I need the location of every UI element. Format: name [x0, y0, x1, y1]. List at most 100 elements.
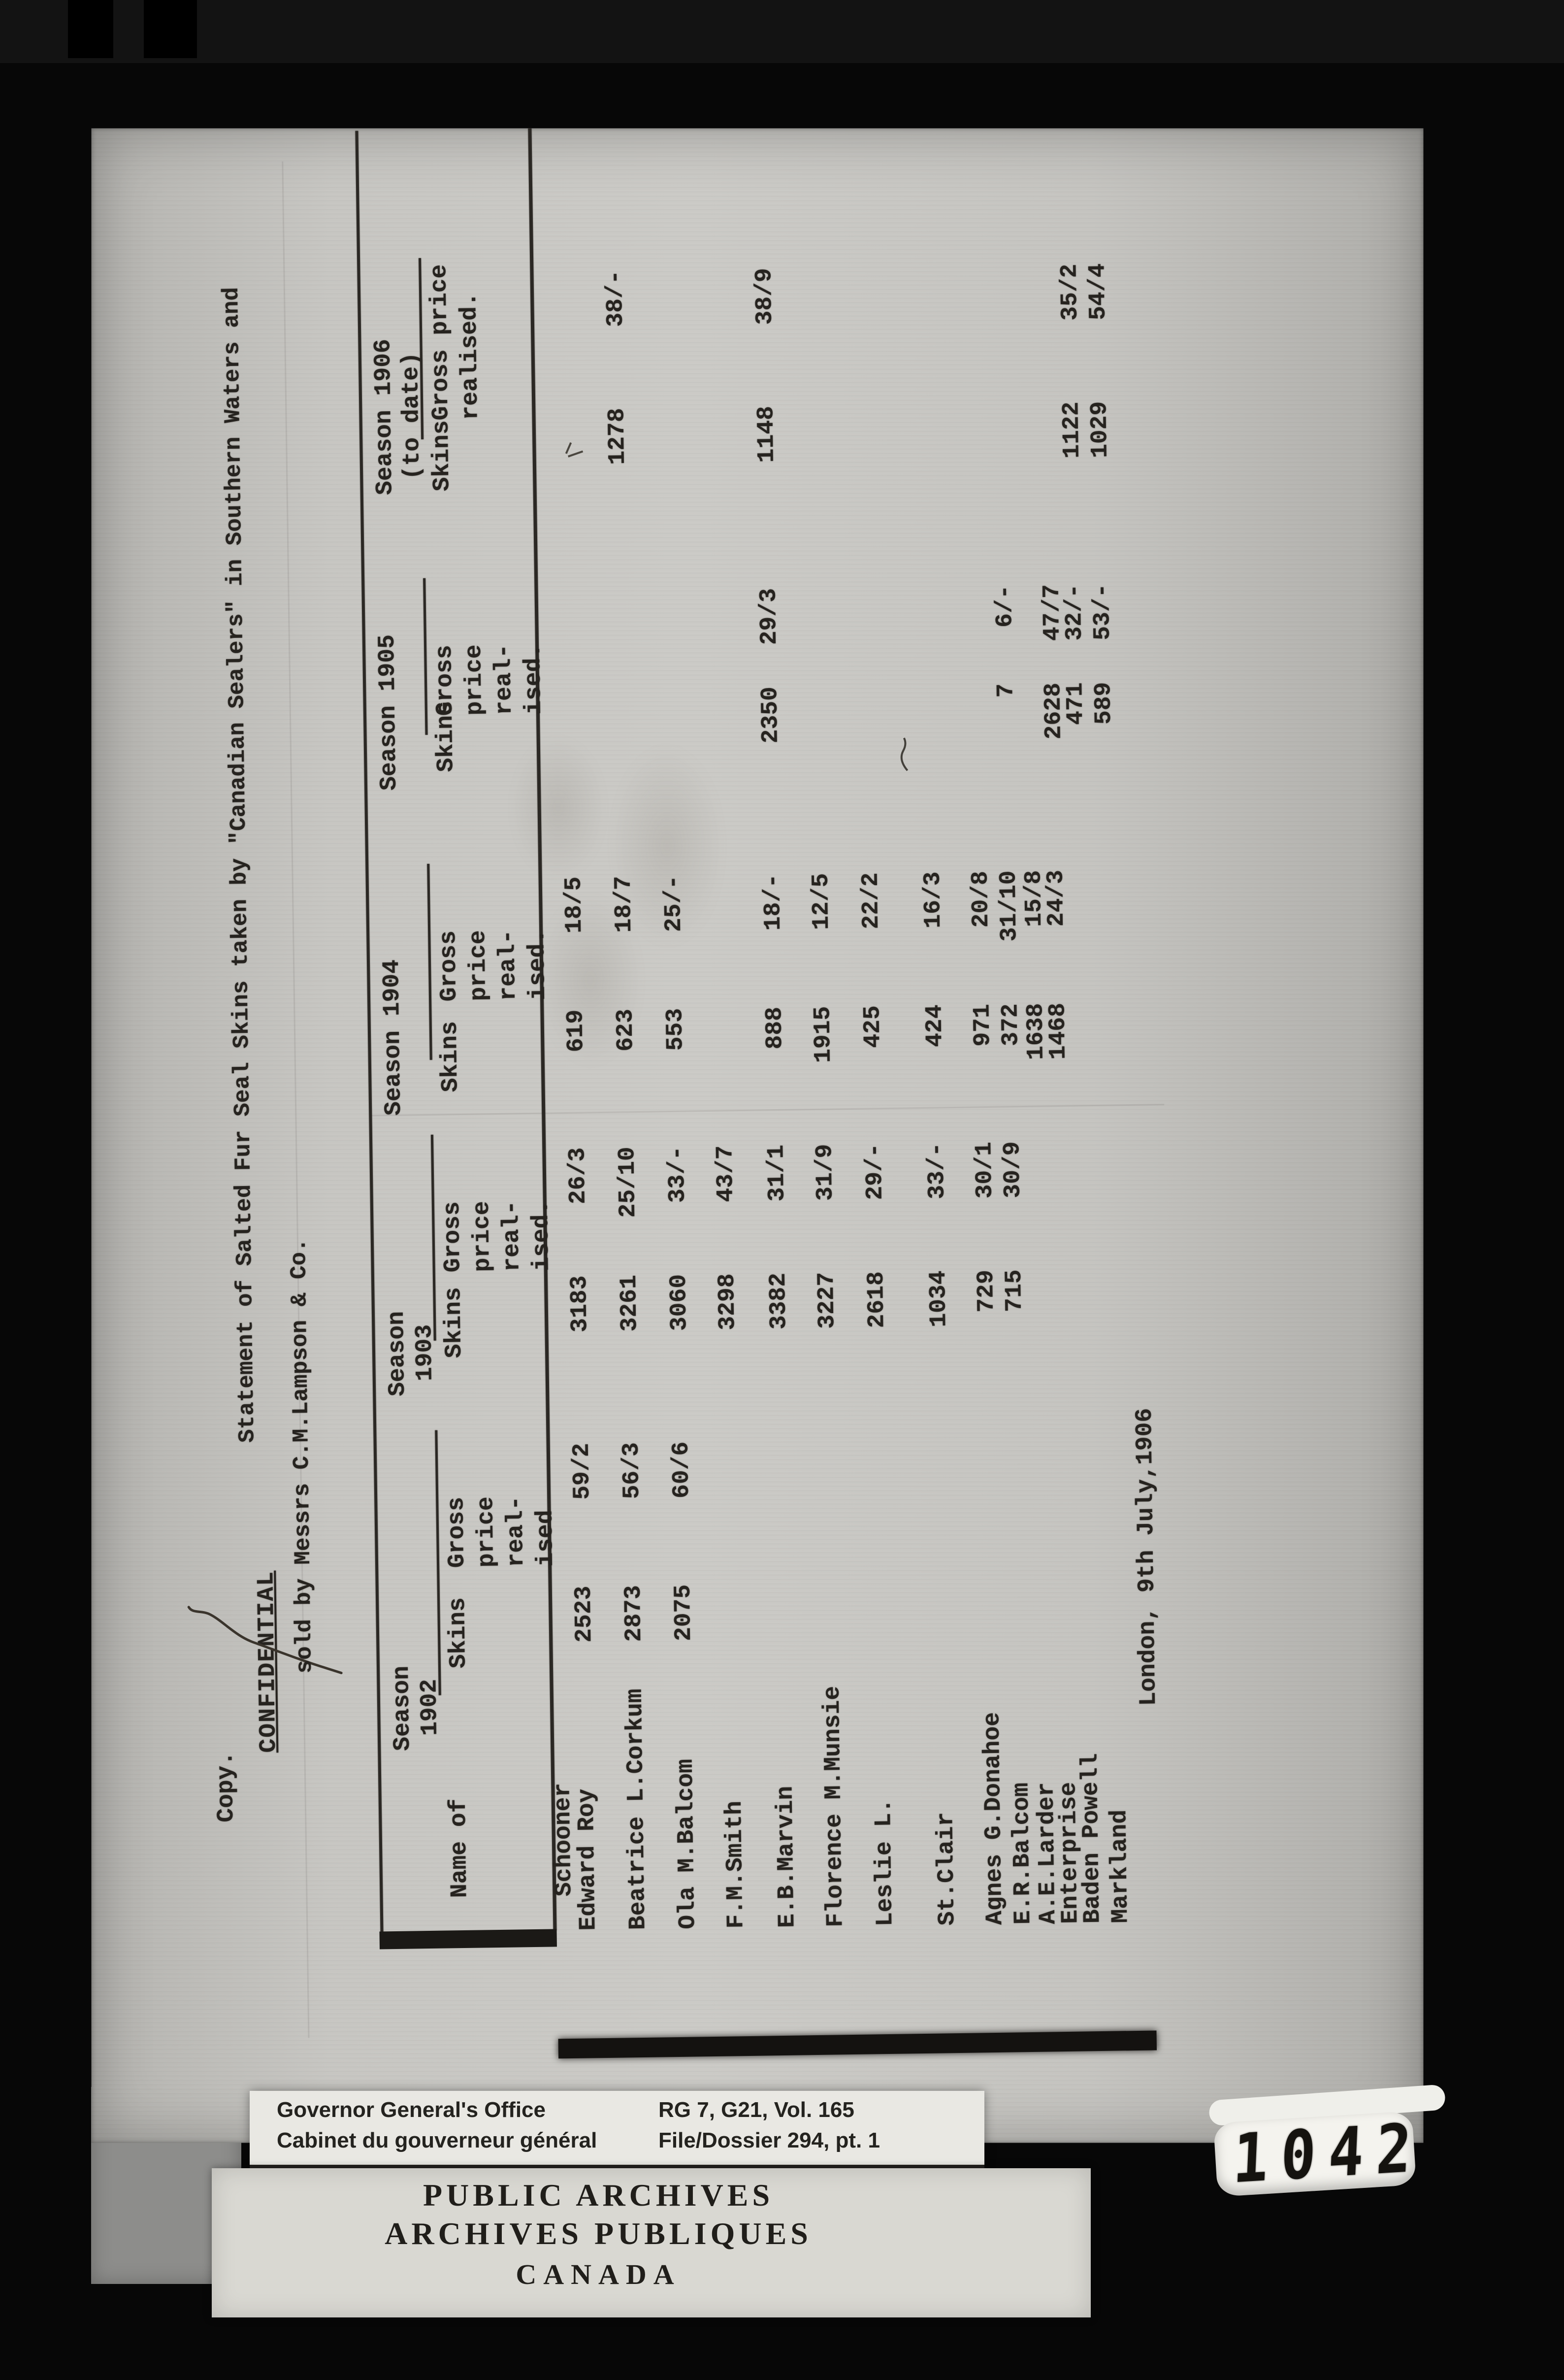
public-archives-stamp: PUBLIC ARCHIVES ARCHIVES PUBLIQUES CANAD… — [212, 2168, 1091, 2317]
gross-price-value: 20/8 — [967, 870, 995, 928]
gross-column-header: price — [461, 644, 489, 716]
gross-price-value: 38/- — [602, 270, 630, 328]
skins-value: 2075 — [670, 1584, 698, 1642]
gross-price-value: 30/9 — [999, 1141, 1027, 1198]
office-name-fr: Cabinet du gouverneur général — [277, 2128, 597, 2152]
schooner-name: Ola M.Balcom — [672, 1758, 702, 1930]
season-header-underline — [423, 578, 428, 735]
skins-value: 1468 — [1044, 1002, 1072, 1060]
skins-column-header: Skins — [440, 1287, 468, 1358]
skins-value: 1029 — [1086, 401, 1114, 459]
skins-value: 372 — [997, 1003, 1025, 1047]
season-header-label: Season 1904 — [378, 959, 408, 1116]
gross-price-value: 26/3 — [564, 1147, 592, 1205]
gross-column-header: real- — [498, 1200, 526, 1272]
season-header-label: Season 1906 — [370, 338, 399, 496]
table-left-edge-bar — [379, 1929, 557, 1950]
skins-value: 888 — [761, 1006, 789, 1050]
gross-price-value: 60/6 — [668, 1441, 696, 1499]
skins-value: 1278 — [604, 408, 631, 465]
gross-price-value: 56/3 — [618, 1442, 646, 1499]
document-title: Statement of Salted Fur Seal Skins taken… — [218, 287, 261, 1443]
film-notch — [68, 0, 113, 58]
skins-value: 619 — [562, 1009, 590, 1053]
gross-price-value: 18/7 — [610, 875, 638, 933]
season-header-label: Season — [388, 1665, 417, 1752]
schooner-name: F.M.Smith — [721, 1800, 750, 1929]
gross-price-value: 53/- — [1089, 583, 1117, 641]
gross-price-value: 18/- — [759, 873, 787, 931]
document-subtitle: sold by Messrs C.M.Lampson & Co. — [286, 1238, 318, 1674]
gross-price-value: 32/- — [1061, 584, 1089, 641]
skins-column-header: Skins — [445, 1597, 473, 1669]
season-header-underline — [435, 1430, 441, 1695]
paper-edge-shadow — [558, 2030, 1157, 2059]
skins-value: 1915 — [810, 1006, 837, 1063]
document-page: Copy. CONFIDENTIAL Statement of Salted F… — [91, 128, 1424, 2143]
gross-column-header: price — [465, 930, 493, 1001]
skins-value: 3298 — [714, 1273, 742, 1331]
schooner-name: St.Clair — [933, 1812, 961, 1926]
gross-column-header: Gross — [431, 644, 459, 716]
skins-value: 715 — [1001, 1269, 1029, 1313]
schooner-name: E.B.Marvin — [772, 1785, 801, 1928]
gross-column-header: Gross — [435, 930, 463, 1002]
gross-column-header: real- — [490, 644, 519, 716]
gross-price-value: 29/- — [861, 1143, 889, 1200]
skins-value: 553 — [662, 1008, 689, 1051]
pen-tick — [900, 737, 909, 771]
gross-column-header: Gross price — [426, 264, 455, 421]
season-header-underline — [427, 863, 432, 1060]
schooner-name: E.R.Balcom — [1008, 1782, 1037, 1925]
skins-value: 1034 — [925, 1270, 953, 1328]
skins-value: 729 — [973, 1269, 1001, 1313]
schooner-name: Leslie L. — [870, 1798, 899, 1927]
skins-value: 2523 — [570, 1586, 598, 1643]
skins-value: 1122 — [1058, 401, 1086, 459]
gross-column-header: realised. — [456, 292, 485, 420]
skins-value: 3382 — [765, 1272, 793, 1330]
skins-value: 3060 — [665, 1274, 693, 1331]
gross-price-value: 43/7 — [712, 1145, 740, 1203]
gross-price-value: 31/1 — [763, 1144, 791, 1202]
gross-column-header: Gross — [443, 1496, 471, 1568]
skins-value: 623 — [612, 1008, 640, 1052]
record-group-reference: RG 7, G21, Vol. 165 — [658, 2098, 854, 2122]
gross-price-value: 33/- — [923, 1142, 951, 1200]
gross-price-value: 22/2 — [857, 872, 885, 929]
season-header-underline — [430, 1134, 436, 1341]
schooner-name: Florence M.Munsie — [819, 1686, 849, 1927]
schooner-name: Baden Powell — [1077, 1753, 1107, 1924]
gross-column-header: ised — [532, 1510, 560, 1567]
season-header-label: Season 1905 — [374, 634, 403, 791]
gross-column-header: real- — [494, 929, 522, 1001]
film-notch — [144, 0, 197, 58]
gross-price-value: 6/- — [991, 585, 1019, 628]
frame-counter-digits: 1042 — [1231, 2108, 1426, 2198]
film-edge-strip — [0, 0, 1564, 63]
skins-value: 2618 — [863, 1271, 891, 1328]
season-header-label: Season — [383, 1311, 412, 1397]
schooner-name: Markland — [1106, 1809, 1135, 1923]
skins-value: 2873 — [620, 1585, 648, 1642]
gross-price-value: 35/2 — [1056, 264, 1084, 321]
gross-price-value: 25/- — [660, 875, 688, 932]
gross-price-value: 29/3 — [755, 588, 783, 645]
copy-label: Copy. — [212, 1751, 240, 1823]
pen-tick — [565, 442, 584, 458]
skins-column-header: Skins — [428, 420, 456, 492]
dateline: London, 9th July,1906 — [1131, 1408, 1163, 1706]
stamp-line-fr: ARCHIVES PUBLIQUES — [385, 2216, 812, 2251]
gross-price-value: 54/4 — [1084, 263, 1112, 321]
stamp-line-canada: CANADA — [516, 2258, 681, 2290]
skins-value: 425 — [859, 1005, 887, 1049]
gross-column-header: price — [468, 1200, 496, 1272]
gross-price-value: 16/3 — [919, 871, 947, 929]
skins-value: 3261 — [616, 1274, 644, 1332]
document-content: Copy. CONFIDENTIAL Statement of Salted F… — [66, 116, 1426, 2149]
gross-price-value: 31/9 — [812, 1144, 839, 1201]
skins-value: 424 — [921, 1004, 949, 1048]
gross-column-header: ised. — [524, 929, 552, 1001]
stamp-line-en: PUBLIC ARCHIVES — [423, 2178, 774, 2213]
